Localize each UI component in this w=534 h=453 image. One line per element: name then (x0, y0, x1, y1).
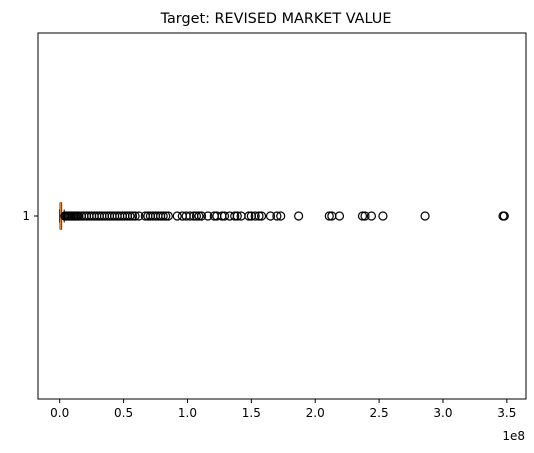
outlier-point (172, 211, 182, 221)
outlier-point (125, 211, 135, 221)
outlier-point (244, 211, 254, 221)
outlier-point (185, 211, 195, 221)
outlier-point (230, 211, 240, 221)
x-tick-label: 0.0 (50, 406, 69, 420)
x-tick-label: 0.5 (114, 406, 133, 420)
y-axis: 1 (22, 209, 38, 223)
x-axis: 0.0 0.5 1.0 1.5 2.0 2.5 3.0 3.5 (50, 399, 516, 420)
outlier-point (334, 211, 345, 221)
chart-title: Target: REVISED MARKET VALUE (160, 11, 392, 27)
outlier-point (357, 211, 368, 221)
outlier-point (219, 211, 230, 221)
outlier-point (163, 211, 173, 221)
outlier-point (366, 211, 377, 221)
outlier-point (254, 211, 264, 221)
outlier-point (256, 211, 267, 221)
outlier-point (324, 211, 334, 221)
x-tick-label: 2.5 (370, 406, 389, 420)
outlier-point (499, 211, 509, 221)
outlier-point (134, 211, 144, 221)
outlier-point (203, 211, 213, 221)
outlier-point (276, 211, 286, 221)
x-tick-label: 1.5 (242, 406, 261, 420)
x-tick-label: 3.5 (497, 406, 516, 420)
outlier-point (250, 211, 260, 221)
outlier-point (272, 211, 282, 221)
outlier-point (158, 211, 168, 221)
outlier-point (378, 211, 388, 221)
x-scale-multiplier: 1e8 (502, 429, 525, 443)
outlier-point (161, 211, 171, 221)
outlier-point (130, 211, 140, 221)
y-tick-label: 1 (22, 209, 30, 223)
outlier-point (127, 211, 138, 221)
outlier-point (191, 211, 202, 221)
outlier-point (265, 211, 276, 221)
x-tick-label: 3.0 (433, 406, 452, 420)
outlier-point (194, 211, 204, 221)
outlier-point (232, 211, 242, 221)
x-tick-label: 2.0 (306, 406, 325, 420)
outlier-point (420, 211, 430, 221)
outlier-point (294, 211, 304, 221)
outlier-point (196, 211, 207, 221)
outlier-point (360, 211, 370, 221)
x-tick-label: 1.0 (178, 406, 197, 420)
plot-area (59, 202, 509, 230)
